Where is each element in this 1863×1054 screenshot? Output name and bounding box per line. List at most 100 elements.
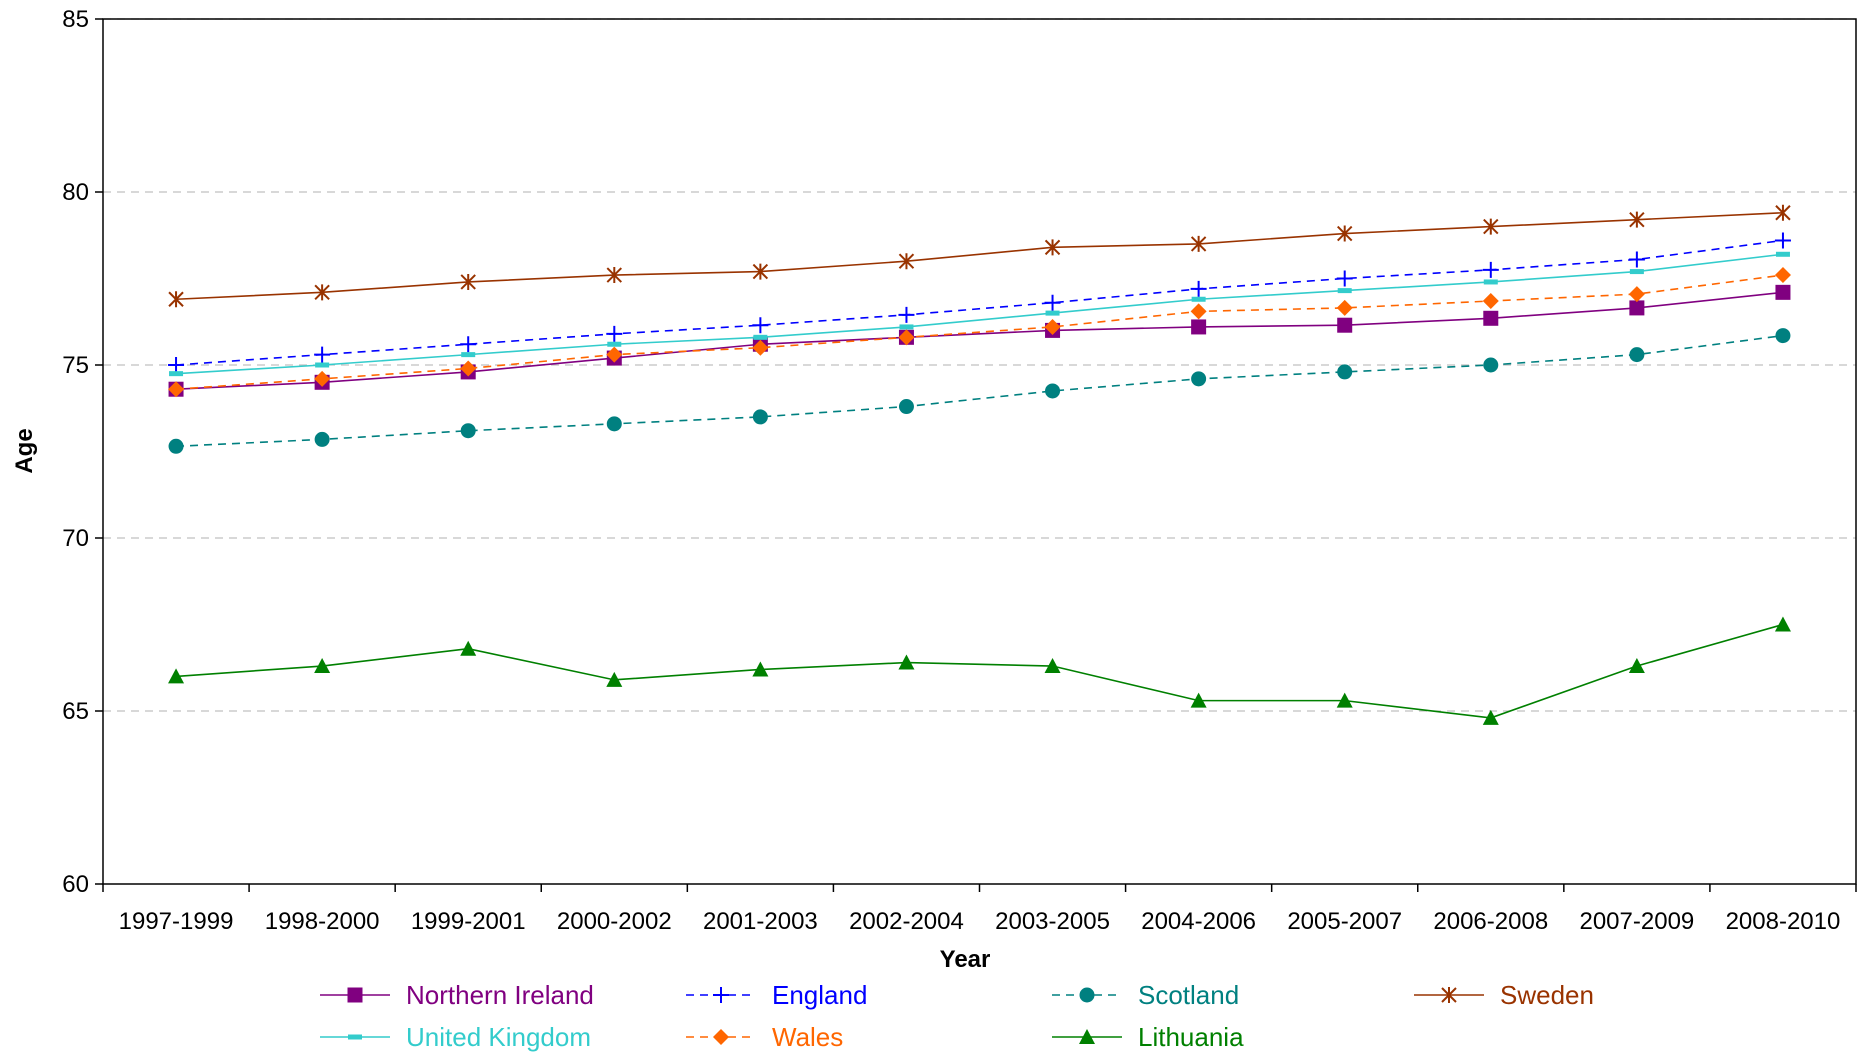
data-point bbox=[899, 324, 914, 330]
y-tick-label: 85 bbox=[62, 6, 89, 33]
data-point bbox=[1775, 251, 1790, 257]
legend-marker bbox=[713, 1029, 729, 1045]
data-point bbox=[1336, 270, 1353, 287]
data-point bbox=[168, 291, 184, 308]
y-axis-title: Age bbox=[11, 428, 38, 473]
data-point bbox=[1336, 299, 1353, 316]
data-point bbox=[1482, 292, 1499, 309]
data-point bbox=[461, 352, 476, 358]
legend-item-wales: Wales bbox=[686, 1022, 843, 1052]
data-point bbox=[1483, 218, 1499, 235]
x-axis-title: Year bbox=[940, 946, 991, 973]
series-united-kingdom bbox=[169, 251, 1790, 377]
legend-marker bbox=[348, 1034, 362, 1040]
data-point bbox=[607, 341, 622, 347]
data-point bbox=[1044, 658, 1061, 674]
legend-marker bbox=[713, 987, 729, 1003]
y-tick-label: 70 bbox=[62, 525, 89, 552]
data-point bbox=[1629, 269, 1644, 275]
data-point bbox=[898, 399, 914, 415]
series-england bbox=[168, 232, 1791, 373]
data-point bbox=[1482, 709, 1499, 725]
data-point bbox=[1191, 319, 1207, 335]
x-tick-label: 1999-2001 bbox=[411, 908, 526, 935]
data-point bbox=[1628, 251, 1645, 268]
data-point bbox=[898, 654, 915, 670]
y-tick-label: 75 bbox=[62, 352, 89, 379]
data-point bbox=[752, 317, 769, 334]
data-point bbox=[1775, 328, 1791, 344]
data-point bbox=[606, 416, 622, 432]
data-point bbox=[460, 360, 477, 377]
data-point bbox=[606, 671, 623, 687]
x-tick-label: 2004-2006 bbox=[1141, 908, 1256, 935]
data-point bbox=[460, 640, 477, 656]
data-point bbox=[1190, 692, 1207, 708]
data-point bbox=[168, 668, 185, 684]
data-point bbox=[314, 370, 331, 387]
series-line bbox=[175, 274, 1784, 391]
x-tick-label: 1998-2000 bbox=[265, 908, 380, 935]
data-point bbox=[314, 431, 330, 447]
data-point bbox=[1191, 371, 1207, 387]
legend-marker bbox=[1441, 987, 1457, 1003]
data-point bbox=[168, 357, 185, 373]
data-point bbox=[1483, 357, 1499, 373]
data-point bbox=[1044, 318, 1061, 335]
series-lithuania bbox=[168, 616, 1791, 725]
data-point bbox=[898, 329, 915, 346]
legend: Northern Ireland England Scotland Sweden Uni… bbox=[320, 980, 1594, 1052]
data-point bbox=[314, 346, 331, 363]
legend-item-scotland: Scotland bbox=[1052, 980, 1239, 1010]
series-line bbox=[176, 291, 1784, 391]
legend-label: Scotland bbox=[1138, 980, 1239, 1010]
x-tick-label: 1997-1999 bbox=[119, 908, 234, 935]
legend-item-northern-ireland: Northern Ireland bbox=[320, 980, 594, 1010]
x-tick-label: 2003-2005 bbox=[995, 908, 1110, 935]
legend-item-sweden: Sweden bbox=[1414, 980, 1594, 1010]
x-tick-label: 2007-2009 bbox=[1579, 908, 1694, 935]
data-point bbox=[460, 423, 476, 439]
data-point bbox=[1774, 232, 1791, 249]
y-tick-label: 80 bbox=[62, 179, 89, 206]
data-point bbox=[1045, 310, 1060, 316]
data-point bbox=[314, 658, 331, 674]
data-point bbox=[1483, 310, 1499, 326]
legend-marker bbox=[347, 987, 363, 1003]
data-point bbox=[1629, 347, 1645, 363]
data-point bbox=[606, 267, 622, 284]
series-wales bbox=[168, 267, 1791, 398]
data-point bbox=[1044, 294, 1061, 311]
data-point bbox=[752, 339, 769, 356]
x-tick-label: 2008-2010 bbox=[1726, 908, 1841, 935]
axes: 60 65 70 75 80 85 1997-1999 1998-2000 1999-2001 2… bbox=[62, 6, 1857, 935]
y-tick-label: 65 bbox=[62, 698, 89, 725]
legend-item-united-kingdom: United Kingdom bbox=[320, 1022, 591, 1052]
data-point bbox=[168, 438, 184, 454]
data-point bbox=[1337, 288, 1352, 294]
data-point bbox=[1190, 303, 1207, 320]
series-northern-ireland bbox=[168, 284, 1791, 397]
x-tick-label: 2002-2004 bbox=[849, 908, 964, 935]
x-tick-label: 2001-2003 bbox=[703, 908, 818, 935]
legend-label: Wales bbox=[772, 1022, 843, 1052]
data-point bbox=[898, 253, 915, 270]
data-point bbox=[1337, 317, 1353, 333]
data-point bbox=[752, 661, 769, 677]
series-sweden bbox=[168, 204, 1791, 308]
x-tick-label: 2000-2002 bbox=[557, 908, 672, 935]
series-line bbox=[175, 253, 1784, 375]
legend-label: Lithuania bbox=[1138, 1022, 1244, 1052]
series-line bbox=[175, 239, 1784, 366]
series-line bbox=[176, 334, 1784, 448]
legend-label: Northern Ireland bbox=[406, 980, 594, 1010]
gridlines bbox=[103, 18, 1856, 712]
data-point bbox=[753, 334, 768, 340]
x-tick-label: 2006-2008 bbox=[1433, 908, 1548, 935]
data-point bbox=[1629, 300, 1645, 316]
data-point bbox=[752, 409, 768, 425]
data-point bbox=[1191, 296, 1206, 302]
data-point bbox=[1775, 204, 1791, 221]
